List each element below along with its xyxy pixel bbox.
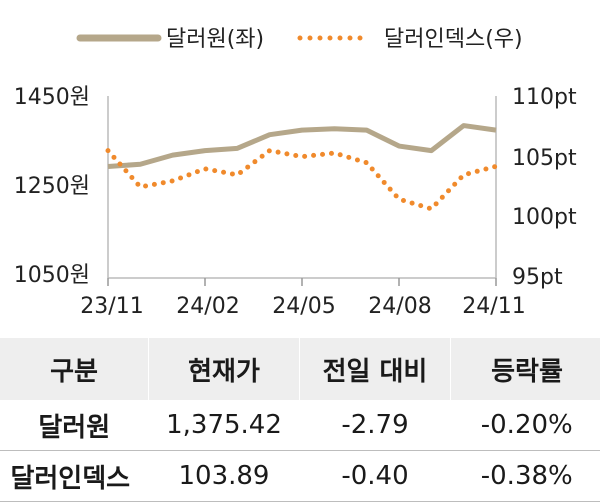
x-tick: 23/11: [80, 294, 143, 319]
left-axis-ticks: 1450원 1250원 1050원: [14, 85, 90, 288]
x-tick: 24/05: [272, 294, 335, 319]
header-category: 구분: [0, 338, 149, 400]
quote-table: 구분 현재가 전일 대비 등락률 달러원 1,375.42 -2.79 -0.2…: [0, 338, 600, 502]
legend: 달러원(좌) 달러인덱스(우): [76, 27, 523, 52]
right-axis-ticks: 110pt 105pt 100pt 95pt: [512, 85, 577, 290]
y-right-tick: 95pt: [512, 265, 563, 290]
y-left-tick: 1450원: [14, 85, 90, 110]
row-rate: -0.20%: [450, 400, 600, 451]
row-rate: -0.38%: [450, 450, 600, 502]
y-right-tick: 105pt: [512, 146, 577, 171]
table-header-row: 구분 현재가 전일 대비 등락률: [0, 338, 600, 400]
y-left-tick: 1250원: [14, 174, 90, 199]
series-line-usdkrw: [107, 123, 497, 170]
x-tick: 24/08: [368, 294, 431, 319]
series-layer: [105, 123, 499, 212]
y-left-tick: 1050원: [14, 263, 90, 288]
y-right-tick: 100pt: [512, 205, 577, 230]
row-price: 103.89: [148, 450, 300, 502]
x-axis-ticks: 23/11 24/02 24/05 24/08 24/11: [80, 278, 526, 319]
y-right-tick: 110pt: [512, 85, 577, 110]
x-tick: 24/11: [462, 294, 525, 319]
row-price: 1,375.42: [148, 400, 300, 451]
header-change: 전일 대비: [299, 338, 451, 400]
exchange-rate-chart: 달러원(좌) 달러인덱스(우) 1450원 1250원 1050원 110pt …: [14, 27, 577, 319]
row-change: -0.40: [299, 450, 451, 502]
row-name: 달러인덱스: [0, 450, 149, 502]
table-row: 달러인덱스 103.89 -0.40 -0.38%: [0, 450, 600, 502]
x-tick: 24/02: [176, 294, 239, 319]
legend-label-usdkrw: 달러원(좌): [166, 27, 264, 52]
row-name: 달러원: [0, 400, 149, 451]
table-row: 달러원 1,375.42 -2.79 -0.20%: [0, 400, 600, 451]
plot-frame: [107, 96, 497, 279]
legend-label-dxy: 달러인덱스(우): [384, 27, 523, 52]
header-rate: 등락률: [450, 338, 600, 400]
header-price: 현재가: [148, 338, 300, 400]
row-change: -2.79: [299, 400, 451, 451]
